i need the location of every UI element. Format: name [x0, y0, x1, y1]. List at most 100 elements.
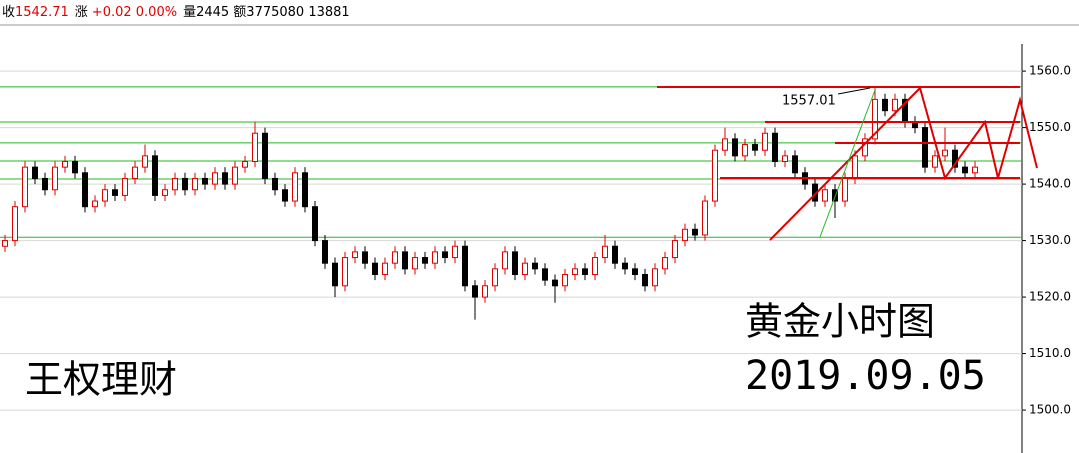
candle-body	[832, 189, 838, 202]
candle-body	[892, 98, 898, 112]
candle-body	[32, 166, 38, 179]
candle-body	[602, 245, 608, 259]
candle-body	[2, 240, 8, 247]
candle-body	[542, 268, 548, 281]
candle-body	[532, 262, 538, 270]
candle-body	[962, 166, 968, 174]
watermark-date: 2019.09.05	[745, 353, 986, 399]
candle-body	[702, 200, 708, 236]
watermark-brand: 王权理财	[25, 358, 177, 402]
candle-body	[132, 166, 138, 179]
candle-body	[112, 189, 118, 196]
candle-body	[182, 177, 188, 191]
candle-body	[422, 257, 428, 264]
y-tick-label: 1530.0	[1029, 233, 1071, 247]
candle-body	[592, 257, 598, 275]
candle-body	[432, 251, 438, 264]
candle-body	[192, 177, 198, 191]
y-tick-label: 1510.0	[1029, 346, 1071, 360]
change-value: +0.02 0.00%	[92, 5, 177, 20]
candle-body	[352, 251, 358, 259]
candle-body	[662, 257, 668, 270]
candle-body	[382, 262, 388, 275]
candle-body	[922, 127, 928, 168]
candle-body	[932, 155, 938, 168]
candle-body	[552, 279, 558, 287]
candle-body	[172, 177, 178, 191]
candle-body	[942, 149, 948, 157]
candle-body	[102, 189, 108, 202]
candle-body	[472, 285, 478, 298]
grid	[0, 70, 1022, 411]
candle-body	[402, 251, 408, 270]
candle-body	[232, 166, 238, 185]
watermark-title: 黄金小时图	[745, 300, 935, 344]
candle-body	[332, 262, 338, 287]
candle-body	[342, 257, 348, 287]
candle-body	[362, 251, 368, 264]
candle-body	[372, 262, 378, 275]
candle-body	[642, 273, 648, 287]
candle-body	[412, 257, 418, 270]
candle-body	[142, 155, 148, 168]
candle-body	[492, 268, 498, 287]
candle-body	[582, 268, 588, 275]
candle-body	[62, 161, 68, 168]
candle-body	[612, 245, 618, 264]
candle-body	[202, 177, 208, 185]
trend-line	[769, 87, 921, 241]
candle-body	[762, 132, 768, 151]
header: 收1542.71 涨 +0.02 0.00% 量2445 额3775080 13881	[2, 5, 350, 20]
candle-body	[322, 240, 328, 264]
candle-body	[122, 177, 128, 196]
candle-body	[462, 245, 468, 287]
candle-body	[712, 149, 718, 202]
candle-body	[772, 132, 778, 163]
y-tick-label: 1520.0	[1029, 290, 1071, 304]
candle-body	[262, 132, 268, 179]
candle-body	[792, 155, 798, 174]
close-value: 1542.71	[15, 5, 69, 20]
candle-body	[742, 144, 748, 157]
candle-body	[572, 268, 578, 275]
y-tick-label: 1500.0	[1029, 403, 1071, 417]
candle-body	[852, 155, 858, 179]
candle-body	[282, 189, 288, 202]
candle-body	[502, 251, 508, 270]
change-label: 涨	[75, 5, 88, 20]
candle-body	[972, 166, 978, 174]
candle-body	[222, 172, 228, 185]
candle-body	[672, 240, 678, 259]
candle-body	[752, 144, 758, 151]
annotation: 1557.01	[782, 94, 836, 109]
candle-body	[482, 285, 488, 298]
candle-body	[72, 161, 78, 174]
y-axis: 1500.0 1510.0 1520.0 1530.0 1540.0 1550.0 1560…	[1022, 64, 1071, 417]
candle-body	[92, 200, 98, 208]
candle-body	[652, 268, 658, 287]
candle-body	[622, 262, 628, 270]
candle-body	[292, 172, 298, 202]
candle-body	[682, 228, 688, 242]
annotation-pointer	[837, 87, 871, 95]
candle-body	[312, 206, 318, 242]
candle-body	[212, 172, 218, 185]
candle-body	[82, 172, 88, 208]
candle-body	[12, 206, 18, 242]
candle-body	[732, 138, 738, 157]
candle-body	[512, 251, 518, 275]
candle-body	[822, 189, 828, 202]
y-tick-label: 1560.0	[1029, 64, 1071, 78]
candle-body	[272, 177, 278, 191]
candle-body	[442, 251, 448, 259]
candle-body	[782, 155, 788, 163]
candle-body	[162, 189, 168, 196]
y-tick-label: 1540.0	[1029, 177, 1071, 191]
candle-body	[452, 245, 458, 259]
candle-body	[882, 98, 888, 112]
candle-body	[152, 155, 158, 196]
candle-body	[52, 166, 58, 191]
zigzag	[919, 87, 1038, 181]
